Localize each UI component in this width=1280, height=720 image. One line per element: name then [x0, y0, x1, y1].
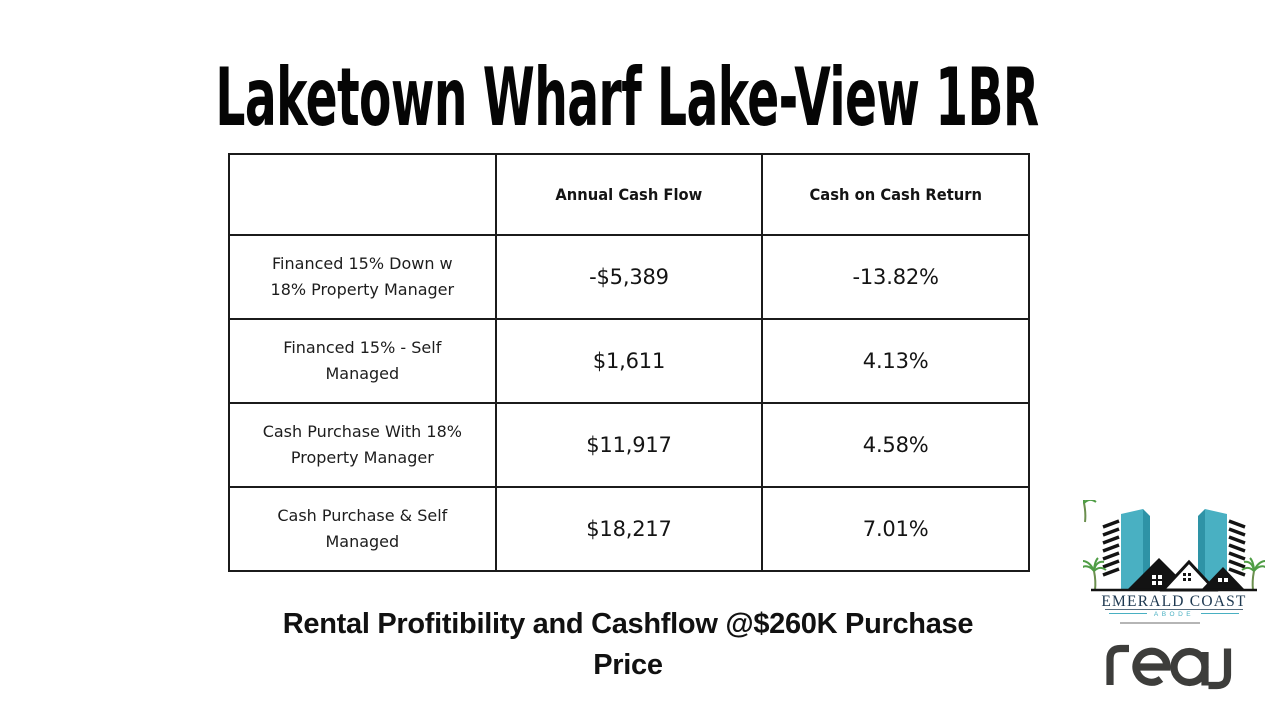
cash-on-cash-return-cell: 7.01%: [761, 486, 1030, 572]
logo-divider: [1120, 622, 1200, 624]
annual-cash-flow-cell: $18,217: [494, 486, 764, 572]
rooftops-icon: [1127, 558, 1245, 592]
page-title: Laketown Wharf Lake-View 1BR: [215, 50, 1039, 144]
brand-subtitle: ABODE: [1154, 611, 1194, 618]
real-letter-l: [1208, 648, 1232, 690]
table-row: Financed 15% Down w 18% Property Manager…: [228, 234, 1030, 320]
table-header-cash-on-cash-return: Cash on Cash Return: [761, 153, 1030, 236]
table-header-empty: [228, 153, 497, 236]
cashflow-table: Annual Cash Flow Cash on Cash Return Fin…: [228, 153, 1030, 572]
real-letter-a: [1170, 647, 1209, 687]
table-row: Cash Purchase With 18% Property Manager …: [228, 402, 1030, 488]
table-header-annual-cash-flow: Annual Cash Flow: [494, 153, 764, 236]
palm-tree-icon: [1241, 557, 1265, 591]
brand-name: EMERALD COAST: [1101, 593, 1246, 610]
cash-on-cash-return-cell: 4.58%: [761, 402, 1030, 488]
real-wordmark-logo: [1106, 644, 1232, 690]
row-label-cell: Financed 15% - Self Managed: [228, 318, 497, 404]
palm-tree-icon: [1083, 557, 1107, 591]
cash-on-cash-return-cell: 4.13%: [761, 318, 1030, 404]
row-label-cell: Cash Purchase & Self Managed: [228, 486, 497, 572]
real-letter-e: [1132, 647, 1171, 686]
row-label-cell: Financed 15% Down w 18% Property Manager: [228, 234, 497, 320]
annual-cash-flow-cell: -$5,389: [494, 234, 764, 320]
row-label-cell: Cash Purchase With 18% Property Manager: [228, 402, 497, 488]
real-letter-r: [1106, 644, 1129, 685]
emerald-coast-abode-logo: EMERALD COAST ABODE: [1083, 500, 1265, 618]
table-row: Cash Purchase & Self Managed $18,217 7.0…: [228, 486, 1030, 572]
annual-cash-flow-cell: $11,917: [494, 402, 764, 488]
cash-on-cash-return-cell: -13.82%: [761, 234, 1030, 320]
logo-block: EMERALD COAST ABODE: [1080, 498, 1270, 708]
annual-cash-flow-cell: $1,611: [494, 318, 764, 404]
palm-tree-icon: [1083, 500, 1097, 523]
caption: Rental Profitibility and Cashflow @$260K…: [282, 608, 974, 681]
table-header-row: Annual Cash Flow Cash on Cash Return: [228, 153, 1030, 236]
table-row: Financed 15% - Self Managed $1,611 4.13%: [228, 318, 1030, 404]
